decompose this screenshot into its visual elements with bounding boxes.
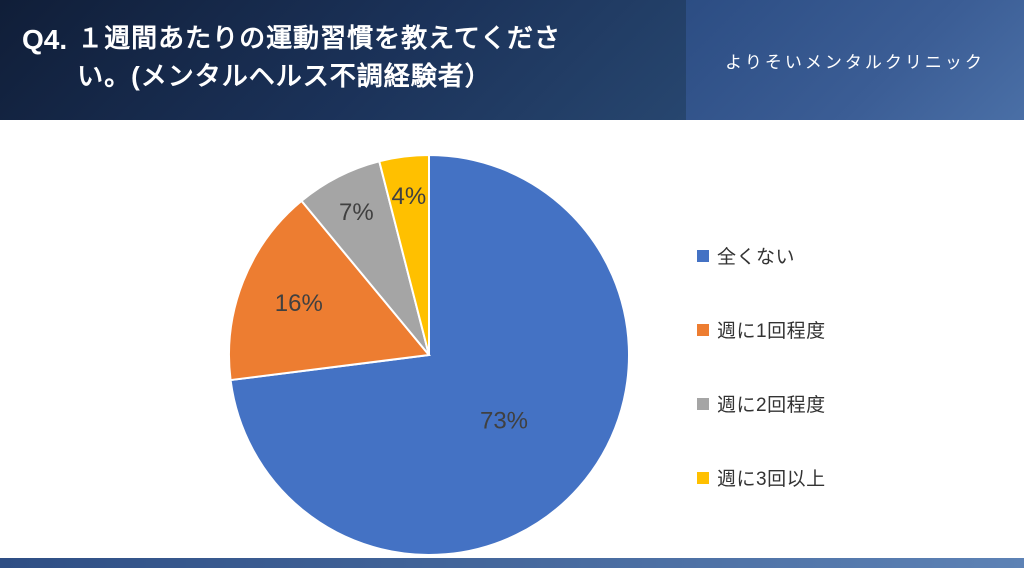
pie-chart: 73% 16% 7% 4% bbox=[228, 153, 630, 556]
header-brand-panel: よりそいメンタルクリニック bbox=[686, 0, 1024, 120]
pie-slice-3 bbox=[378, 153, 430, 356]
legend-label-0: 全くない bbox=[717, 247, 796, 268]
legend-label-3: 週に3回以上 bbox=[717, 469, 826, 490]
question-number: Q4. bbox=[22, 24, 68, 55]
legend-label-1: 週に1回程度 bbox=[717, 321, 826, 342]
clinic-name: よりそいメンタルクリニック bbox=[725, 52, 985, 72]
pie-slice-1 bbox=[228, 199, 431, 382]
chart-legend: 全くない週に1回程度 週に2回程度 週に3回以上 bbox=[697, 242, 826, 491]
legend-item-1: 週に1回程度 bbox=[697, 316, 826, 343]
question-text-line2: い。(メンタルヘルス不調経験者） bbox=[77, 60, 492, 91]
legend-swatch-0 bbox=[697, 249, 709, 262]
legend-swatch-1 bbox=[697, 323, 709, 336]
legend-item-3: 週に3回以上 bbox=[697, 464, 826, 491]
question-text-line1: １週間あたりの運動習慣を教えてくださ bbox=[77, 23, 562, 53]
header: Q4. １週間あたりの運動習慣を教えてくださ い。(メンタルヘルス不調経験者） … bbox=[0, 0, 1024, 120]
bottom-accent-bar bbox=[0, 558, 1024, 568]
legend-label-2: 週に2回程度 bbox=[717, 395, 826, 416]
legend-item-0: 全くない bbox=[697, 242, 826, 269]
pie-chart-area: 73% 16% 7% 4% 全くない週に1回程度 週に2回程度 週に3回以上 bbox=[0, 120, 1024, 558]
question-title: Q4. １週間あたりの運動習慣を教えてくださ い。(メンタルヘルス不調経験者） bbox=[22, 20, 561, 95]
header-question-panel: Q4. １週間あたりの運動習慣を教えてくださ い。(メンタルヘルス不調経験者） bbox=[0, 0, 686, 120]
pie-data-label-0: 73% bbox=[480, 408, 528, 435]
legend-item-2: 週に2回程度 bbox=[697, 390, 826, 417]
legend-swatch-2 bbox=[697, 397, 709, 410]
pie-data-label-3: 4% bbox=[392, 183, 427, 210]
pie-data-label-1: 16% bbox=[275, 290, 323, 317]
pie-data-label-2: 7% bbox=[339, 199, 374, 226]
legend-swatch-3 bbox=[697, 471, 709, 484]
question-text: １週間あたりの運動習慣を教えてくださ い。(メンタルヘルス不調経験者） bbox=[77, 20, 561, 95]
